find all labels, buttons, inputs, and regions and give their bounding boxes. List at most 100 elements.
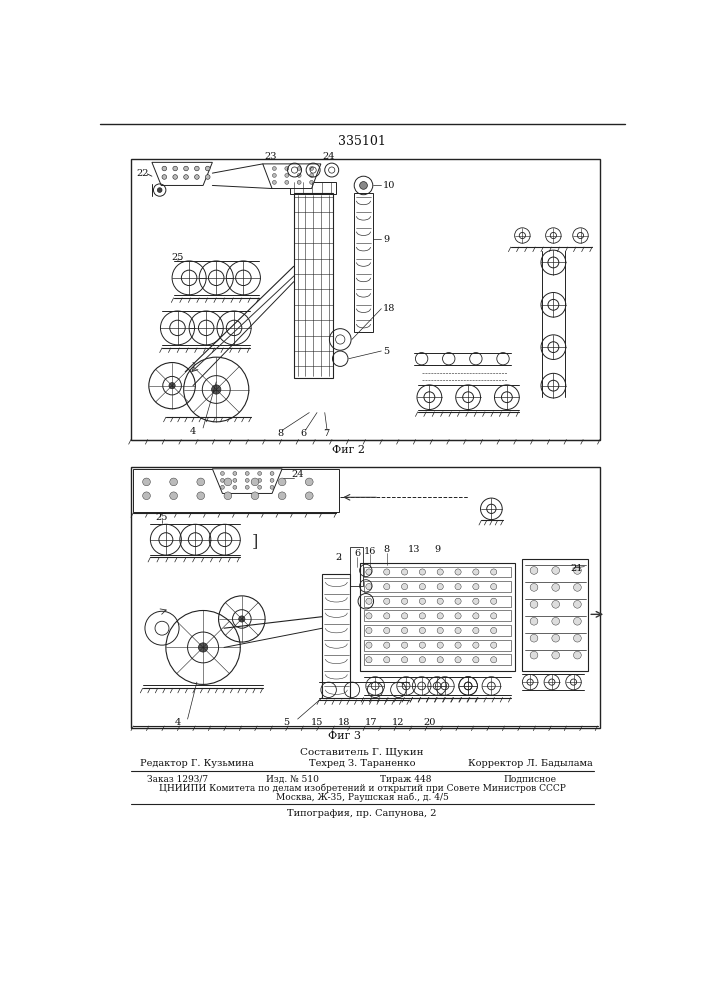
Text: Фиг 3: Фиг 3 xyxy=(327,731,361,741)
Circle shape xyxy=(473,627,479,634)
Circle shape xyxy=(491,598,497,604)
Circle shape xyxy=(491,657,497,663)
Text: 25: 25 xyxy=(171,253,184,262)
Text: 4: 4 xyxy=(175,718,180,727)
Circle shape xyxy=(437,584,443,590)
Text: 8: 8 xyxy=(384,545,390,554)
Bar xyxy=(322,574,351,698)
Circle shape xyxy=(437,627,443,634)
Circle shape xyxy=(270,478,274,482)
Circle shape xyxy=(251,492,259,500)
Circle shape xyxy=(221,485,224,489)
Circle shape xyxy=(310,180,313,184)
Circle shape xyxy=(194,175,199,179)
Bar xyxy=(363,581,510,592)
Circle shape xyxy=(419,569,426,575)
Circle shape xyxy=(143,478,151,486)
Text: ЦНИИПИ Комитета по делам изобретений и открытий при Совете Министров СССР: ЦНИИПИ Комитета по делам изобретений и о… xyxy=(158,784,566,793)
Circle shape xyxy=(552,617,559,625)
Circle shape xyxy=(224,478,232,486)
Circle shape xyxy=(473,598,479,604)
Circle shape xyxy=(206,175,210,179)
Circle shape xyxy=(366,569,372,575)
Circle shape xyxy=(455,657,461,663)
Circle shape xyxy=(419,627,426,634)
Circle shape xyxy=(455,642,461,648)
Text: 22: 22 xyxy=(136,169,149,178)
Circle shape xyxy=(197,492,204,500)
Text: 25: 25 xyxy=(156,513,168,522)
Circle shape xyxy=(366,584,372,590)
Bar xyxy=(363,625,510,636)
Circle shape xyxy=(530,600,538,608)
Circle shape xyxy=(279,492,286,500)
Text: 2: 2 xyxy=(336,553,341,562)
Circle shape xyxy=(199,643,208,652)
Circle shape xyxy=(402,569,408,575)
Circle shape xyxy=(297,167,301,170)
Circle shape xyxy=(491,613,497,619)
Circle shape xyxy=(573,617,581,625)
Text: 15: 15 xyxy=(311,718,323,727)
Bar xyxy=(522,559,588,671)
Circle shape xyxy=(437,657,443,663)
Circle shape xyxy=(245,485,249,489)
Text: 6: 6 xyxy=(300,429,307,438)
Text: 5: 5 xyxy=(383,347,389,356)
Circle shape xyxy=(285,167,288,170)
Circle shape xyxy=(162,166,167,171)
Circle shape xyxy=(419,642,426,648)
Bar xyxy=(354,193,373,332)
Circle shape xyxy=(455,613,461,619)
Circle shape xyxy=(224,492,232,500)
Circle shape xyxy=(279,478,286,486)
Text: Корректор Л. Бадылама: Корректор Л. Бадылама xyxy=(468,759,592,768)
Circle shape xyxy=(285,180,288,184)
Bar xyxy=(134,469,339,512)
Bar xyxy=(293,193,332,378)
Circle shape xyxy=(552,584,559,591)
Circle shape xyxy=(251,478,259,486)
Circle shape xyxy=(384,613,390,619)
Circle shape xyxy=(473,657,479,663)
Circle shape xyxy=(552,567,559,574)
Text: ]: ] xyxy=(252,533,258,550)
Text: Тираж 448: Тираж 448 xyxy=(380,775,432,784)
Circle shape xyxy=(530,567,538,574)
Text: 12: 12 xyxy=(392,718,404,727)
Circle shape xyxy=(455,584,461,590)
Circle shape xyxy=(366,598,372,604)
Circle shape xyxy=(491,584,497,590)
Circle shape xyxy=(158,188,162,192)
Text: 10: 10 xyxy=(383,181,395,190)
Circle shape xyxy=(491,642,497,648)
Text: 4: 4 xyxy=(190,427,196,436)
Text: Типография, пр. Сапунова, 2: Типография, пр. Сапунова, 2 xyxy=(287,808,437,818)
Circle shape xyxy=(258,478,262,482)
Text: Заказ 1293/7: Заказ 1293/7 xyxy=(147,775,208,784)
Circle shape xyxy=(437,569,443,575)
Circle shape xyxy=(169,383,175,389)
Circle shape xyxy=(170,478,177,486)
Circle shape xyxy=(530,651,538,659)
Circle shape xyxy=(455,598,461,604)
Circle shape xyxy=(419,613,426,619)
Circle shape xyxy=(173,175,177,179)
Circle shape xyxy=(573,584,581,591)
Circle shape xyxy=(270,485,274,489)
Circle shape xyxy=(221,478,224,482)
Bar xyxy=(290,182,337,194)
Circle shape xyxy=(245,472,249,475)
Circle shape xyxy=(272,180,276,184)
Text: 18: 18 xyxy=(338,718,350,727)
Circle shape xyxy=(272,174,276,177)
Circle shape xyxy=(530,617,538,625)
Circle shape xyxy=(184,175,188,179)
Circle shape xyxy=(402,584,408,590)
Circle shape xyxy=(384,569,390,575)
Circle shape xyxy=(402,627,408,634)
Circle shape xyxy=(305,492,313,500)
Text: 23: 23 xyxy=(264,152,276,161)
Polygon shape xyxy=(263,164,321,189)
Circle shape xyxy=(573,567,581,574)
